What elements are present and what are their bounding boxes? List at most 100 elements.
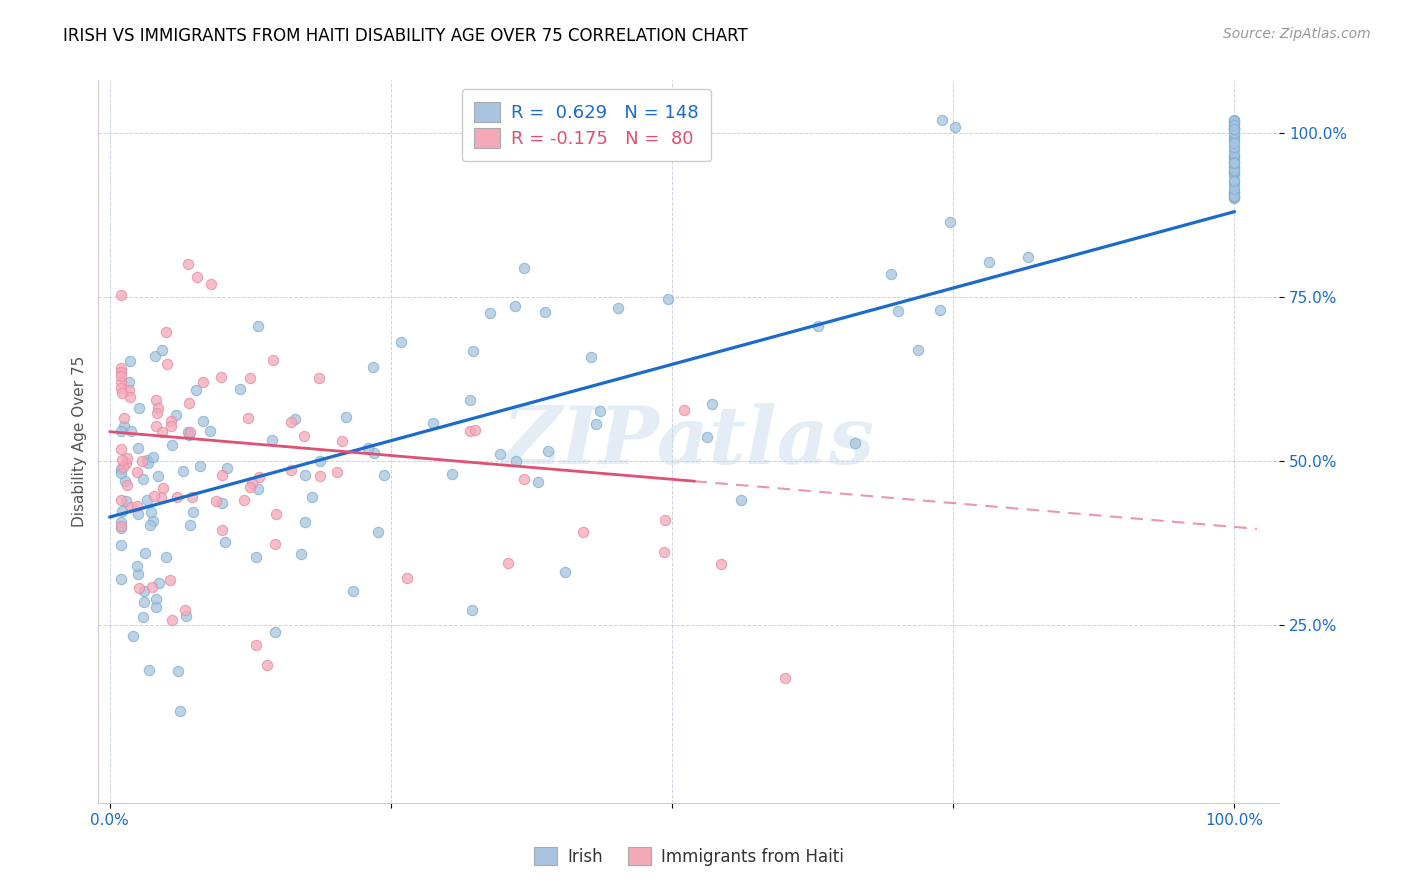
Point: [152, 481, 174, 495]
Point: [111, 386, 134, 401]
Point: [162, 613, 184, 627]
Point: [118, 354, 141, 368]
Point: [1223, 112, 1246, 127]
Point: [167, 664, 190, 678]
Point: [245, 638, 267, 652]
Point: [264, 625, 287, 640]
Point: [160, 418, 183, 433]
Point: [112, 418, 135, 433]
Point: [125, 465, 148, 479]
Point: [262, 352, 284, 367]
Point: [1223, 174, 1246, 188]
Point: [1223, 182, 1246, 196]
Point: [1223, 150, 1246, 164]
Point: [115, 450, 138, 465]
Point: [131, 454, 153, 468]
Point: [939, 215, 962, 229]
Point: [247, 318, 270, 333]
Point: [773, 671, 796, 685]
Point: [977, 255, 1000, 269]
Point: [488, 447, 510, 461]
Point: [929, 303, 952, 318]
Point: [128, 401, 150, 415]
Point: [132, 583, 155, 598]
Point: [342, 584, 364, 599]
Point: [145, 418, 167, 433]
Point: [1223, 120, 1246, 135]
Text: IRISH VS IMMIGRANTS FROM HAITI DISABILITY AGE OVER 75 CORRELATION CHART: IRISH VS IMMIGRANTS FROM HAITI DISABILIT…: [63, 27, 748, 45]
Point: [160, 413, 183, 427]
Point: [247, 482, 270, 496]
Point: [127, 499, 149, 513]
Point: [326, 465, 349, 479]
Point: [710, 557, 733, 571]
Point: [308, 371, 330, 385]
Point: [1223, 191, 1246, 205]
Point: [177, 257, 200, 271]
Point: [127, 566, 149, 581]
Text: ZIPatlas: ZIPatlas: [503, 403, 875, 480]
Point: [463, 343, 485, 358]
Point: [260, 433, 283, 447]
Point: [1223, 185, 1246, 199]
Point: [146, 401, 169, 416]
Point: [142, 514, 165, 528]
Point: [155, 550, 177, 565]
Point: [1223, 128, 1246, 142]
Point: [150, 343, 173, 358]
Point: [1223, 165, 1246, 179]
Point: [145, 392, 167, 407]
Point: [110, 381, 132, 395]
Point: [700, 397, 723, 411]
Point: [179, 428, 201, 442]
Point: [181, 505, 204, 519]
Point: [112, 411, 135, 425]
Point: [464, 423, 486, 437]
Point: [1017, 250, 1039, 264]
Point: [184, 384, 207, 398]
Point: [110, 461, 132, 475]
Point: [110, 466, 132, 480]
Point: [229, 382, 252, 396]
Point: [118, 383, 141, 397]
Point: [110, 492, 132, 507]
Point: [118, 375, 141, 389]
Point: [145, 350, 167, 364]
Point: [458, 393, 481, 408]
Point: [256, 657, 278, 672]
Point: [356, 441, 378, 455]
Point: [110, 368, 132, 383]
Point: [120, 424, 142, 438]
Point: [149, 490, 172, 504]
Point: [111, 504, 134, 518]
Point: [146, 406, 169, 420]
Point: [141, 505, 163, 519]
Point: [730, 493, 752, 508]
Point: [1223, 113, 1246, 128]
Point: [1223, 156, 1246, 170]
Point: [247, 470, 270, 484]
Point: [422, 417, 444, 431]
Point: [367, 524, 389, 539]
Point: [1223, 121, 1246, 136]
Point: [110, 515, 132, 529]
Point: [389, 335, 412, 350]
Point: [132, 472, 155, 486]
Point: [1223, 118, 1246, 132]
Point: [239, 371, 262, 385]
Point: [943, 120, 966, 134]
Point: [239, 480, 262, 494]
Point: [217, 460, 239, 475]
Point: [180, 491, 202, 505]
Point: [373, 468, 395, 483]
Point: [1223, 126, 1246, 140]
Point: [1223, 143, 1246, 157]
Point: [1223, 133, 1246, 147]
Point: [844, 435, 866, 450]
Point: [186, 270, 208, 285]
Point: [114, 456, 136, 470]
Point: [145, 599, 167, 614]
Point: [165, 408, 187, 422]
Point: [177, 425, 200, 439]
Point: [146, 469, 169, 483]
